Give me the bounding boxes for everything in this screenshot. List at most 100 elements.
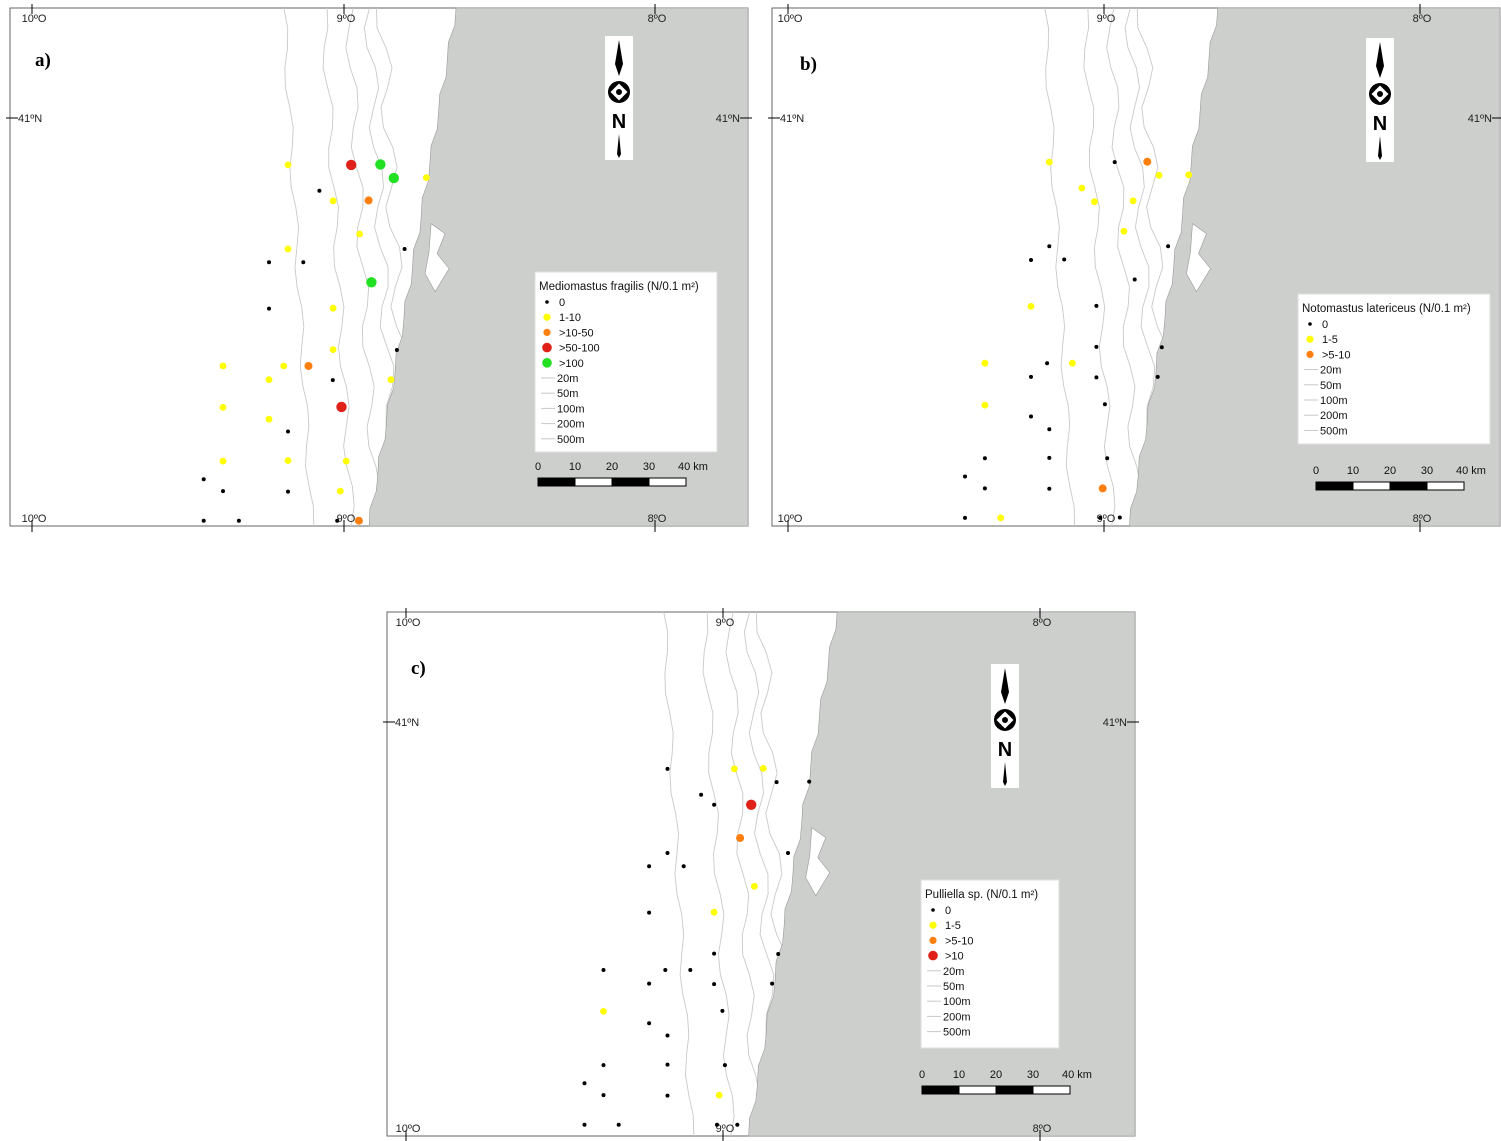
station-point <box>776 952 781 956</box>
legend-title: Notomastus latericeus (N/0.1 m²) <box>1302 303 1471 315</box>
legend: Notomastus latericeus (N/0.1 m²) 0 1-5 >5-1… <box>1297 293 1491 445</box>
map-a-svg: 10ºO 10ºO 9ºO 9ºO 8ºO 8ºO 41ºN 41ºN a) N Mediomast… <box>6 4 752 532</box>
lon-label-top: 10ºO <box>778 13 803 25</box>
scale-tick-label: 30 <box>1421 465 1433 477</box>
station-point <box>731 765 738 773</box>
north-arrow-icon: N <box>1366 38 1394 162</box>
station-point <box>963 474 967 479</box>
lon-label-top: 9ºO <box>337 13 356 25</box>
scale-tick-label: 10 <box>1347 465 1359 477</box>
station-point <box>1069 359 1076 367</box>
station-point <box>1047 427 1052 432</box>
station-point <box>1027 303 1035 310</box>
station-point <box>284 457 292 464</box>
station-point <box>356 230 363 238</box>
station-point <box>770 981 775 986</box>
station-point <box>665 766 670 771</box>
legend: Pulliella sp. (N/0.1 m²) 0 1-5 >5-10 >10 20m 5… <box>920 879 1060 1049</box>
station-point <box>665 851 670 855</box>
station-point <box>1045 158 1053 166</box>
station-point <box>647 1021 652 1026</box>
station-point <box>1094 344 1099 349</box>
station-point <box>236 518 241 523</box>
legend-depth-label: 20m <box>943 966 964 978</box>
station-point <box>265 415 273 423</box>
scale-bar-segment <box>1426 481 1465 491</box>
north-arrow-tail <box>1378 136 1382 160</box>
legend-class-label: 0 <box>1322 319 1328 331</box>
scale-tick-label: 0 <box>535 461 541 473</box>
lon-label-top: 9ºO <box>1097 13 1116 25</box>
lon-label-top: 9ºO <box>716 617 735 629</box>
scale-tick-label: 30 <box>1027 1069 1039 1081</box>
contour-line <box>702 611 735 1137</box>
legend-swatch-yellow <box>929 921 937 929</box>
north-arrow-letter: N <box>1373 113 1387 135</box>
scale-tick-label: 30 <box>643 461 655 473</box>
legend-depth-label: 500m <box>1320 425 1348 437</box>
legend-box <box>1297 293 1491 445</box>
scale-tick-label: 20 <box>990 1069 1002 1081</box>
scale-bar: 0 10 20 30 40 km <box>535 461 708 487</box>
map-panel-b: 10ºO 10ºO 9ºO 9ºO 8ºO 8ºO 41ºN 41ºN b) N Notomastu… <box>768 4 1501 540</box>
legend-class-label: >5-10 <box>945 935 973 947</box>
station-point <box>336 401 347 413</box>
station-point <box>663 968 668 972</box>
station-point <box>329 197 337 205</box>
station-point <box>286 489 290 494</box>
station-point <box>981 359 989 367</box>
contour-line <box>663 611 695 1137</box>
scale-tick-label: 20 <box>606 461 618 473</box>
station-point <box>1047 244 1052 249</box>
station-point <box>330 378 335 383</box>
station-point <box>1094 375 1099 380</box>
scale-tick-label: 0 <box>919 1069 925 1081</box>
lagoon <box>1186 223 1211 293</box>
scale-bar-segment <box>1032 1085 1071 1095</box>
legend-swatch-red <box>542 342 552 353</box>
station-point <box>688 968 693 972</box>
scale-bar-segment <box>995 1085 1034 1095</box>
legend-depth-label: 20m <box>1320 365 1341 377</box>
station-point <box>982 486 987 491</box>
station-point <box>601 1093 606 1098</box>
lat-label-left: 41ºN <box>395 717 419 729</box>
scale-tick-label: 0 <box>1313 465 1319 477</box>
north-arrow-needle <box>1001 668 1009 704</box>
station-point <box>1047 455 1052 460</box>
stations <box>963 157 1193 522</box>
station-point <box>342 457 350 465</box>
legend-class-label: 1-5 <box>1322 334 1338 346</box>
legend-class-label: 1-5 <box>945 920 961 932</box>
north-arrow-icon: N <box>991 664 1019 788</box>
panel-label: c) <box>411 658 426 679</box>
station-point <box>219 404 227 411</box>
lon-label-top: 10ºO <box>396 617 421 629</box>
axis-ticks <box>768 4 1501 532</box>
station-point <box>346 159 357 171</box>
contour-line <box>322 7 355 527</box>
station-point <box>722 1063 727 1068</box>
station-point <box>267 306 271 311</box>
north-arrow-center <box>616 89 622 95</box>
station-point <box>1166 244 1171 249</box>
station-point <box>329 304 337 312</box>
contour-line <box>345 7 380 527</box>
station-point <box>1129 197 1137 205</box>
station-point <box>601 1063 606 1068</box>
lat-label-right: 41ºN <box>1468 113 1492 125</box>
station-point <box>1117 515 1122 520</box>
station-point <box>1155 374 1160 379</box>
legend-box <box>534 271 718 453</box>
legend-depth-label: 200m <box>557 419 585 431</box>
station-point <box>665 1062 670 1067</box>
lon-label-bottom: 9ºO <box>1097 513 1116 525</box>
north-arrow-center <box>1377 91 1383 97</box>
station-point <box>665 1093 670 1098</box>
station-point <box>1132 277 1137 282</box>
station-point <box>387 376 395 383</box>
scale-bar-segment <box>648 477 687 487</box>
lon-label-bottom: 8ºO <box>648 513 667 525</box>
legend-swatch-yellow <box>1306 335 1314 343</box>
scale-bar-segment <box>1389 481 1428 491</box>
